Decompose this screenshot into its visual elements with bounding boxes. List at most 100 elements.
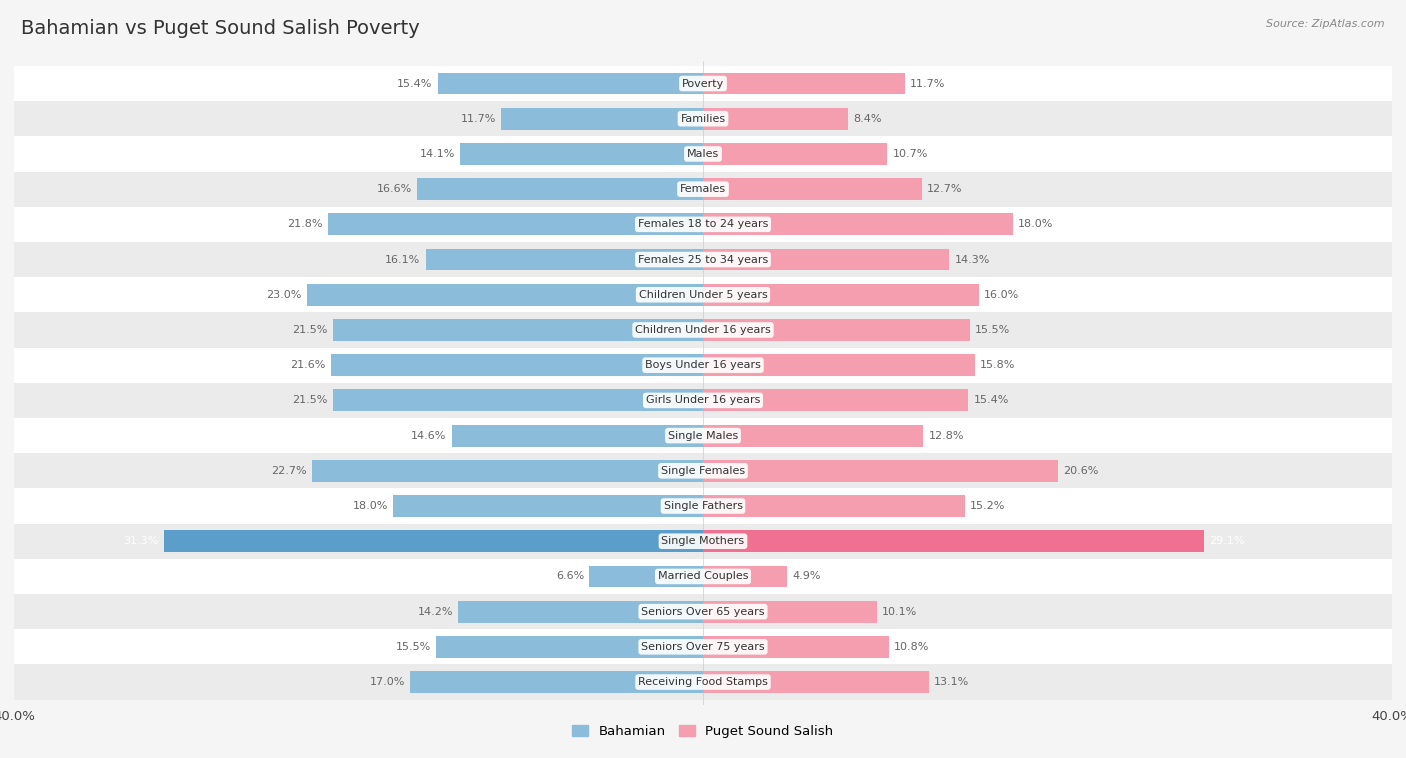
Text: 14.1%: 14.1% xyxy=(419,149,456,159)
Bar xyxy=(14,665,1392,700)
Text: 18.0%: 18.0% xyxy=(353,501,388,511)
Text: Single Females: Single Females xyxy=(661,466,745,476)
Bar xyxy=(703,354,976,376)
Bar xyxy=(14,629,1392,665)
Bar xyxy=(703,178,922,200)
Text: 15.4%: 15.4% xyxy=(973,396,1008,406)
Text: 15.5%: 15.5% xyxy=(976,325,1011,335)
Text: 18.0%: 18.0% xyxy=(1018,219,1053,230)
Bar xyxy=(703,424,924,446)
Bar xyxy=(418,178,703,200)
Bar xyxy=(437,73,703,95)
Text: 11.7%: 11.7% xyxy=(461,114,496,124)
Text: Girls Under 16 years: Girls Under 16 years xyxy=(645,396,761,406)
Bar xyxy=(14,418,1392,453)
Text: Boys Under 16 years: Boys Under 16 years xyxy=(645,360,761,370)
Bar xyxy=(436,636,703,658)
Bar xyxy=(703,108,848,130)
Bar xyxy=(14,524,1392,559)
Text: 22.7%: 22.7% xyxy=(271,466,307,476)
Bar xyxy=(330,354,703,376)
Text: 17.0%: 17.0% xyxy=(370,677,405,687)
Text: 15.8%: 15.8% xyxy=(980,360,1015,370)
Text: 8.4%: 8.4% xyxy=(853,114,882,124)
Text: 10.1%: 10.1% xyxy=(882,606,917,617)
Bar xyxy=(14,242,1392,277)
Bar xyxy=(458,601,703,622)
Text: 15.4%: 15.4% xyxy=(398,79,433,89)
Text: Poverty: Poverty xyxy=(682,79,724,89)
Bar xyxy=(14,136,1392,171)
Text: Children Under 16 years: Children Under 16 years xyxy=(636,325,770,335)
Text: 13.1%: 13.1% xyxy=(934,677,969,687)
Bar xyxy=(14,277,1392,312)
Text: 23.0%: 23.0% xyxy=(266,290,302,299)
Bar xyxy=(703,143,887,164)
Bar xyxy=(703,319,970,341)
Text: 12.7%: 12.7% xyxy=(927,184,962,194)
Text: 21.5%: 21.5% xyxy=(292,396,328,406)
Bar xyxy=(502,108,703,130)
Bar xyxy=(703,73,904,95)
Text: Bahamian vs Puget Sound Salish Poverty: Bahamian vs Puget Sound Salish Poverty xyxy=(21,19,420,38)
Bar xyxy=(14,488,1392,524)
Bar xyxy=(14,101,1392,136)
Text: 21.8%: 21.8% xyxy=(287,219,322,230)
Text: 29.1%: 29.1% xyxy=(1209,536,1244,547)
Text: Source: ZipAtlas.com: Source: ZipAtlas.com xyxy=(1267,19,1385,29)
Legend: Bahamian, Puget Sound Salish: Bahamian, Puget Sound Salish xyxy=(567,720,839,744)
Text: 21.6%: 21.6% xyxy=(291,360,326,370)
Text: Single Fathers: Single Fathers xyxy=(664,501,742,511)
Bar xyxy=(426,249,703,271)
Bar xyxy=(703,636,889,658)
Bar xyxy=(392,495,703,517)
Text: Single Mothers: Single Mothers xyxy=(661,536,745,547)
Text: Receiving Food Stamps: Receiving Food Stamps xyxy=(638,677,768,687)
Bar xyxy=(165,531,703,552)
Text: 31.3%: 31.3% xyxy=(124,536,159,547)
Bar xyxy=(703,601,877,622)
Text: 14.3%: 14.3% xyxy=(955,255,990,265)
Bar xyxy=(703,671,928,693)
Bar xyxy=(328,214,703,235)
Text: 11.7%: 11.7% xyxy=(910,79,945,89)
Bar xyxy=(14,383,1392,418)
Text: Males: Males xyxy=(688,149,718,159)
Text: Single Males: Single Males xyxy=(668,431,738,440)
Text: 14.6%: 14.6% xyxy=(411,431,446,440)
Bar xyxy=(14,453,1392,488)
Bar xyxy=(312,460,703,482)
Text: Seniors Over 75 years: Seniors Over 75 years xyxy=(641,642,765,652)
Text: 16.0%: 16.0% xyxy=(984,290,1019,299)
Text: Seniors Over 65 years: Seniors Over 65 years xyxy=(641,606,765,617)
Text: 20.6%: 20.6% xyxy=(1063,466,1098,476)
Bar xyxy=(14,348,1392,383)
Text: 4.9%: 4.9% xyxy=(793,572,821,581)
Bar xyxy=(703,495,965,517)
Bar xyxy=(703,531,1204,552)
Text: 12.8%: 12.8% xyxy=(928,431,965,440)
Text: Families: Families xyxy=(681,114,725,124)
Bar xyxy=(703,214,1012,235)
Bar xyxy=(14,312,1392,348)
Text: 14.2%: 14.2% xyxy=(418,606,453,617)
Text: 6.6%: 6.6% xyxy=(555,572,583,581)
Bar xyxy=(14,66,1392,101)
Bar xyxy=(14,559,1392,594)
Text: Females 18 to 24 years: Females 18 to 24 years xyxy=(638,219,768,230)
Bar xyxy=(14,207,1392,242)
Text: 21.5%: 21.5% xyxy=(292,325,328,335)
Bar xyxy=(703,460,1057,482)
Bar xyxy=(589,565,703,587)
Text: Married Couples: Married Couples xyxy=(658,572,748,581)
Text: Females: Females xyxy=(681,184,725,194)
Bar xyxy=(460,143,703,164)
Bar xyxy=(14,594,1392,629)
Bar xyxy=(703,283,979,305)
Bar xyxy=(703,249,949,271)
Bar xyxy=(703,390,969,412)
Text: Children Under 5 years: Children Under 5 years xyxy=(638,290,768,299)
Bar xyxy=(451,424,703,446)
Bar xyxy=(14,171,1392,207)
Bar xyxy=(703,565,787,587)
